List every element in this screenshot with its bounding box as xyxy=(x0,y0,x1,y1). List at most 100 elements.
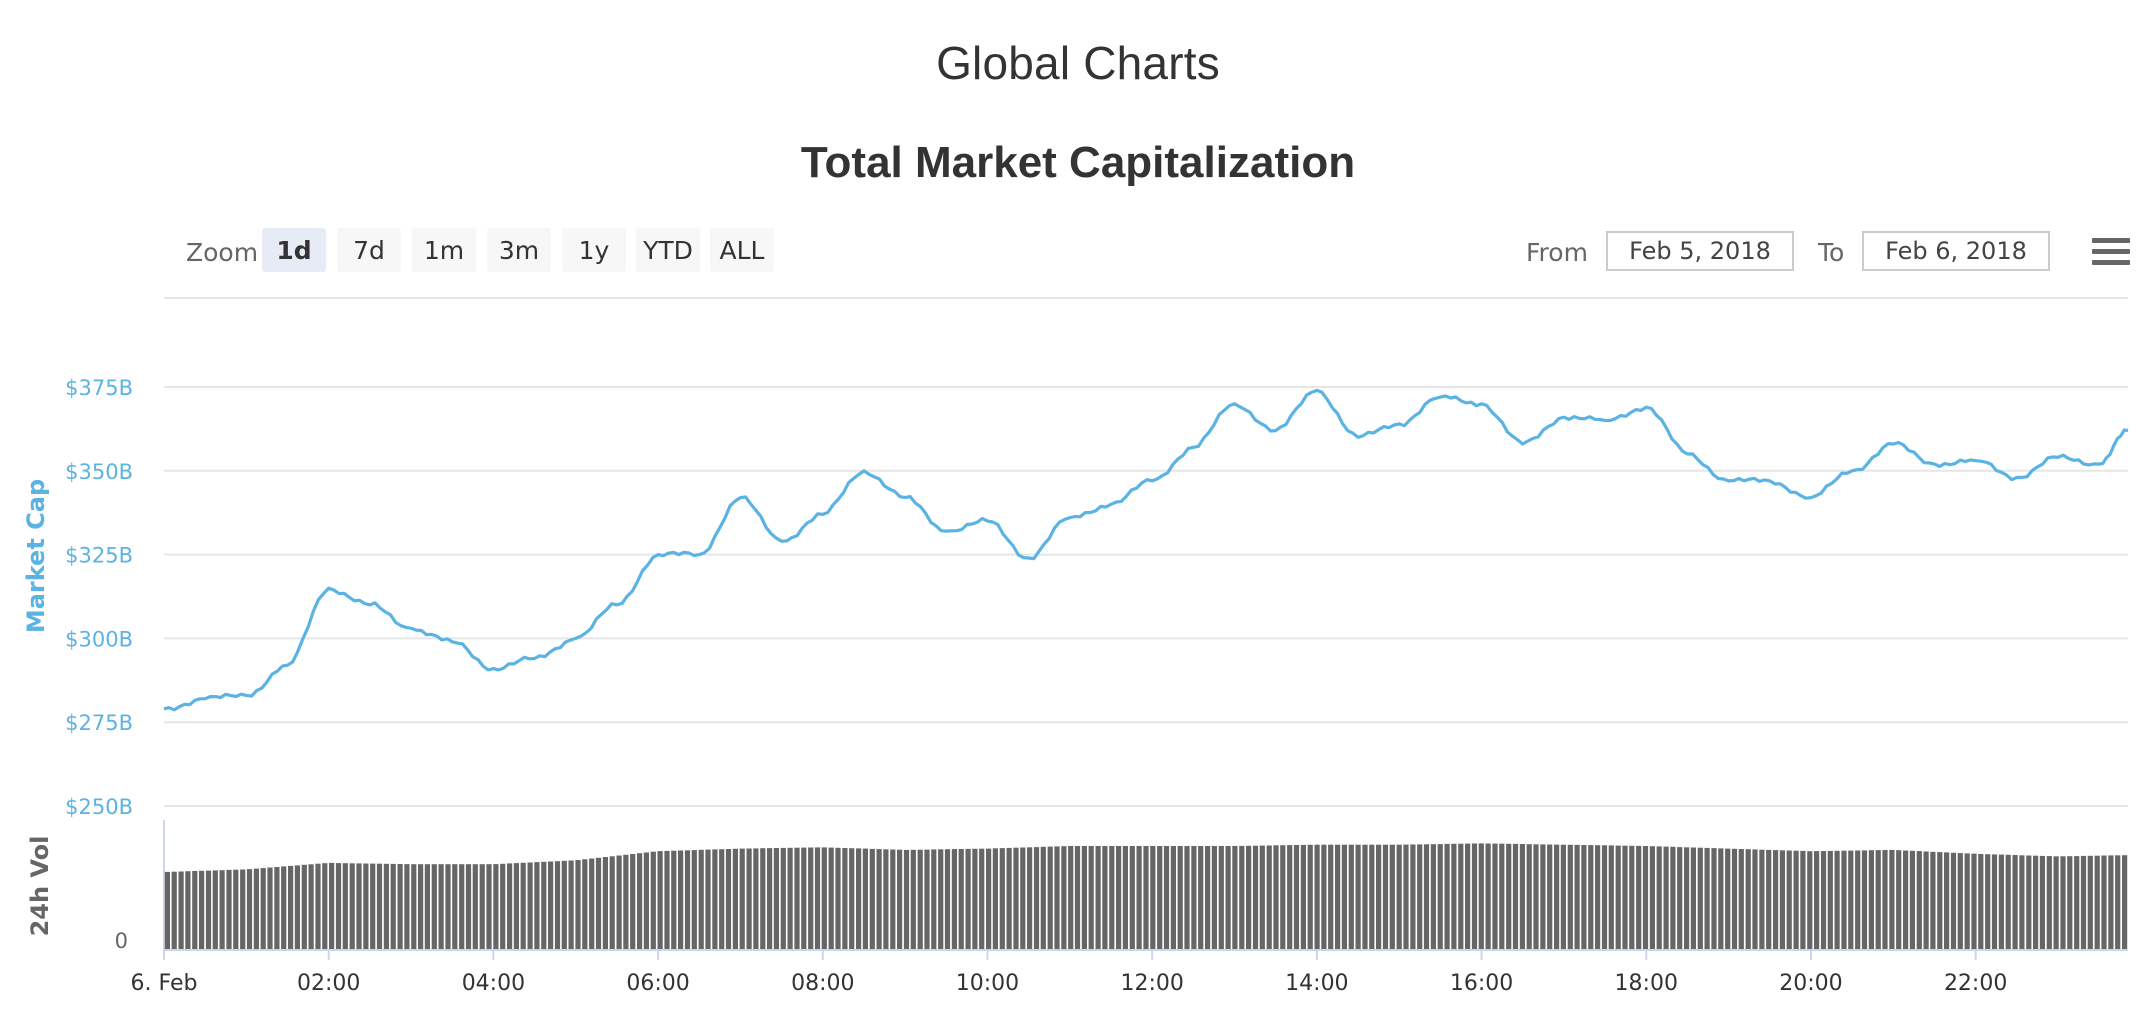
volume-bar xyxy=(171,871,177,950)
volume-bar xyxy=(294,865,300,950)
y-tick-label: $375B xyxy=(65,376,133,400)
volume-bar xyxy=(1656,846,1662,950)
volume-bar xyxy=(1225,846,1231,950)
zoom-all-button[interactable]: ALL xyxy=(710,228,774,272)
volume-bar xyxy=(1252,845,1259,950)
volume-bar xyxy=(260,868,266,950)
volume-bar xyxy=(849,848,855,950)
volume-bar xyxy=(205,870,212,950)
volume-bar xyxy=(185,871,191,950)
volume-bar xyxy=(582,859,588,950)
x-tick-label: 04:00 xyxy=(462,971,525,996)
volume-bar xyxy=(178,871,184,950)
volume-bar xyxy=(281,866,287,950)
volume-bar xyxy=(664,850,670,950)
volume-bar xyxy=(1341,844,1347,950)
volume-bar xyxy=(1964,853,1970,950)
volume-bar xyxy=(246,869,253,950)
volume-bar xyxy=(1246,845,1252,950)
y-tick-label: $325B xyxy=(65,544,133,568)
volume-bar xyxy=(1697,847,1703,950)
volume-bar xyxy=(1848,850,1854,950)
volume-bar xyxy=(1239,845,1245,950)
volume-bar xyxy=(568,860,574,950)
x-tick-label: 06:00 xyxy=(626,971,689,996)
volume-bar xyxy=(1841,850,1847,950)
volume-bar xyxy=(1006,847,1012,950)
volume-bar xyxy=(1061,846,1067,950)
volume-bar xyxy=(1567,844,1573,950)
volume-bar xyxy=(274,867,280,950)
volume-bar xyxy=(1704,847,1710,950)
volume-bar xyxy=(897,849,903,950)
volume-bar xyxy=(1574,844,1580,950)
volume-bar xyxy=(1731,848,1738,950)
volume-bar xyxy=(1116,846,1122,950)
volume-bar xyxy=(541,861,547,950)
zoom-3m-button[interactable]: 3m xyxy=(487,228,551,272)
volume-bar xyxy=(1950,852,1957,950)
volume-bar xyxy=(493,864,499,950)
zoom-1m-button[interactable]: 1m xyxy=(412,228,476,272)
volume-bar xyxy=(1759,849,1765,950)
volume-bar xyxy=(1396,844,1402,950)
volume-bar xyxy=(828,847,834,950)
volume-bar xyxy=(2039,855,2045,950)
y-tick-label: $300B xyxy=(65,627,133,651)
volume-bar xyxy=(972,848,978,950)
volume-bar xyxy=(623,854,629,950)
volume-bar xyxy=(1554,844,1560,950)
from-date-input[interactable]: Feb 5, 2018 xyxy=(1606,231,1794,271)
volume-bar xyxy=(1198,846,1204,950)
volume-bar xyxy=(1622,845,1628,950)
to-date-input[interactable]: Feb 6, 2018 xyxy=(1862,231,2050,271)
volume-bar xyxy=(2019,855,2025,950)
volume-bar xyxy=(342,863,348,950)
volume-bar xyxy=(1417,844,1423,950)
volume-bar xyxy=(801,847,807,950)
volume-bar xyxy=(869,848,875,950)
hamburger-menu-icon[interactable] xyxy=(2092,238,2130,268)
volume-bar xyxy=(986,848,992,950)
volume-bar xyxy=(1882,850,1888,950)
volume-bar xyxy=(1047,846,1053,950)
volume-bar xyxy=(1595,845,1601,950)
volume-bar xyxy=(1923,851,1929,950)
volume-bar xyxy=(1184,846,1190,950)
volume-bar xyxy=(917,849,923,950)
volume-bar xyxy=(1109,846,1115,950)
volume-bar xyxy=(1013,847,1019,950)
volume-bar xyxy=(842,848,848,950)
volume-bar xyxy=(753,848,759,950)
volume-bar xyxy=(308,864,314,950)
volume-bar xyxy=(233,869,239,950)
volume-bar xyxy=(1663,846,1669,950)
volume-bar xyxy=(1711,848,1717,950)
volume-bar xyxy=(1170,846,1176,950)
volume-bar xyxy=(767,848,773,950)
volume-bar xyxy=(459,864,465,950)
volume-bar xyxy=(2033,855,2039,950)
x-tick-label: 20:00 xyxy=(1779,971,1842,996)
zoom-7d-button[interactable]: 7d xyxy=(337,228,401,272)
volume-bar xyxy=(787,847,793,950)
volume-bar xyxy=(794,847,800,950)
zoom-ytd-button[interactable]: YTD xyxy=(636,228,700,272)
x-tick-label: 12:00 xyxy=(1120,971,1183,996)
volume-bar xyxy=(1403,844,1409,950)
volume-bar xyxy=(2053,856,2059,950)
x-tick-label: 10:00 xyxy=(956,971,1019,996)
volume-bar xyxy=(1786,850,1792,950)
volume-bar xyxy=(1903,850,1909,950)
volume-bar xyxy=(1957,853,1963,950)
zoom-1d-button[interactable]: 1d xyxy=(262,228,326,272)
volume-bar xyxy=(1773,850,1779,950)
volume-bar xyxy=(1177,846,1183,950)
volume-bar xyxy=(1868,850,1874,950)
volume-bar xyxy=(2094,855,2100,950)
volume-bar xyxy=(1540,844,1546,950)
chart-title: Total Market Capitalization xyxy=(800,138,1356,187)
volume-bar xyxy=(1273,845,1279,950)
zoom-1y-button[interactable]: 1y xyxy=(562,228,626,272)
